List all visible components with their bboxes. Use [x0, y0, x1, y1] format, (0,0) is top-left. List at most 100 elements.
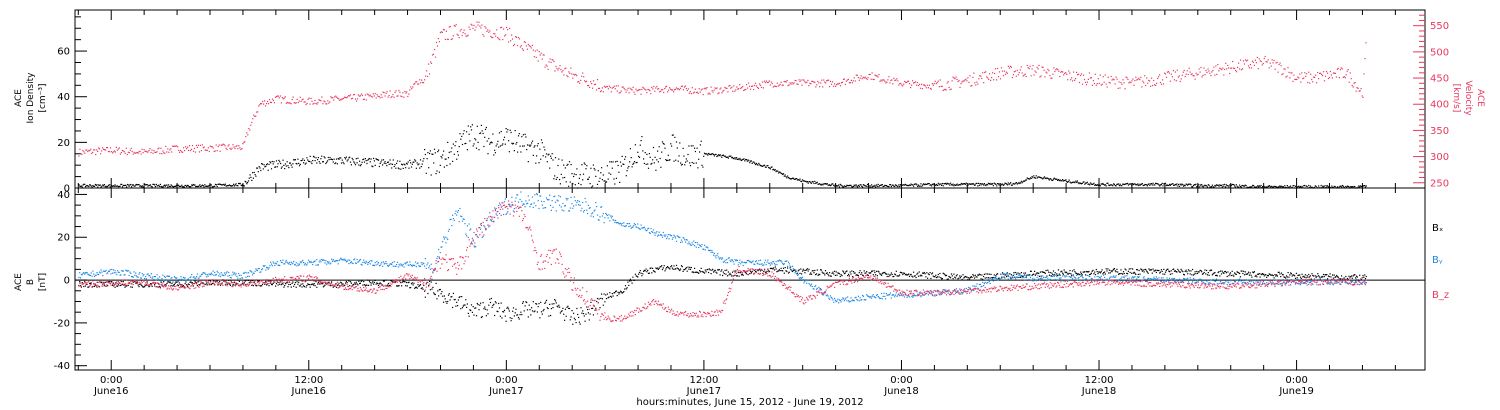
density-point — [138, 184, 140, 186]
density-point — [1364, 185, 1366, 187]
bx-point — [461, 296, 463, 298]
density-point — [851, 186, 853, 188]
density-point — [605, 181, 608, 183]
bx-point — [1210, 269, 1212, 271]
velocity-point — [1215, 65, 1217, 67]
density-point — [216, 185, 218, 188]
velocity-point — [454, 25, 456, 27]
bx-point — [1255, 274, 1257, 276]
velocity-point — [1341, 68, 1343, 70]
bx-point — [614, 292, 616, 294]
bx-point — [170, 284, 172, 287]
bx-point — [582, 313, 585, 315]
bx-point — [887, 273, 889, 275]
bx-point — [196, 284, 198, 287]
density-point — [481, 130, 483, 132]
velocity-point — [1310, 73, 1312, 75]
bx-point — [1244, 271, 1246, 273]
density-point — [398, 168, 400, 170]
velocity-point — [1017, 74, 1019, 76]
velocity-point — [818, 82, 820, 84]
velocity-point — [1075, 78, 1077, 80]
by-point — [443, 236, 445, 238]
velocity-point — [127, 151, 129, 153]
density-point — [494, 152, 496, 154]
density-point — [726, 156, 728, 158]
density-point — [708, 153, 710, 155]
bx-point — [104, 281, 106, 283]
density-point — [1228, 186, 1230, 188]
bx-point — [1095, 268, 1097, 271]
bx-point — [141, 285, 143, 287]
density-point — [168, 185, 170, 188]
density-point — [1085, 182, 1088, 184]
density-point — [1236, 185, 1238, 187]
bx-point — [122, 281, 124, 283]
velocity-point — [1097, 78, 1099, 80]
bx-point — [434, 293, 436, 296]
velocity-point — [979, 75, 981, 77]
bx-point — [973, 275, 975, 277]
velocity-point — [1064, 72, 1066, 74]
density-point — [414, 159, 416, 161]
density-point — [871, 186, 873, 188]
bx-point — [504, 315, 506, 317]
velocity-point — [85, 149, 87, 151]
bx-point — [795, 271, 797, 273]
bx-point — [905, 273, 907, 275]
by-point — [433, 269, 436, 272]
bx-point — [956, 274, 958, 276]
density-point — [98, 184, 100, 186]
velocity-point — [799, 80, 801, 83]
velocity-point — [696, 91, 698, 93]
density-point — [1357, 186, 1359, 188]
bx-point — [586, 306, 588, 308]
velocity-point — [873, 78, 875, 81]
velocity-point — [960, 83, 962, 85]
b-tick-label: 20 — [57, 233, 70, 244]
bx-point — [576, 307, 578, 310]
density-point — [773, 168, 775, 170]
by-point — [89, 274, 91, 277]
bx-point — [1183, 274, 1185, 276]
velocity-point — [1170, 73, 1172, 75]
density-point — [1183, 185, 1185, 187]
density-point — [1113, 183, 1115, 185]
density-point — [686, 160, 688, 162]
velocity-point — [1320, 72, 1322, 74]
density-point — [543, 146, 545, 148]
by-point — [428, 267, 430, 269]
velocity-point — [1087, 78, 1089, 80]
density-point — [1294, 185, 1297, 187]
by-point — [259, 271, 261, 273]
density-point — [388, 163, 390, 165]
bx-point — [120, 284, 122, 286]
density-point — [1194, 184, 1196, 186]
density-point — [844, 185, 846, 187]
bx-point — [247, 279, 250, 281]
density-point — [952, 183, 954, 185]
density-point — [119, 185, 121, 187]
density-point — [389, 159, 391, 161]
bx-point — [266, 284, 268, 286]
density-point — [1129, 183, 1131, 185]
density-point — [681, 163, 683, 165]
bx-point — [117, 284, 119, 286]
density-point — [218, 183, 220, 185]
bx-point — [1079, 273, 1081, 275]
velocity-point — [1108, 81, 1110, 83]
bx-point — [409, 287, 411, 289]
bx-point — [1231, 270, 1233, 272]
velocity-point — [685, 88, 687, 90]
velocity-point — [98, 147, 100, 149]
velocity-point — [1281, 73, 1283, 76]
density-point — [816, 181, 818, 183]
velocity-point — [681, 85, 683, 87]
density-point — [569, 181, 571, 183]
by-point — [79, 277, 82, 279]
bx-point — [402, 280, 404, 282]
velocity-point — [989, 73, 991, 75]
velocity-point — [551, 59, 553, 61]
bx-point — [1128, 268, 1130, 270]
by-point — [290, 261, 292, 263]
